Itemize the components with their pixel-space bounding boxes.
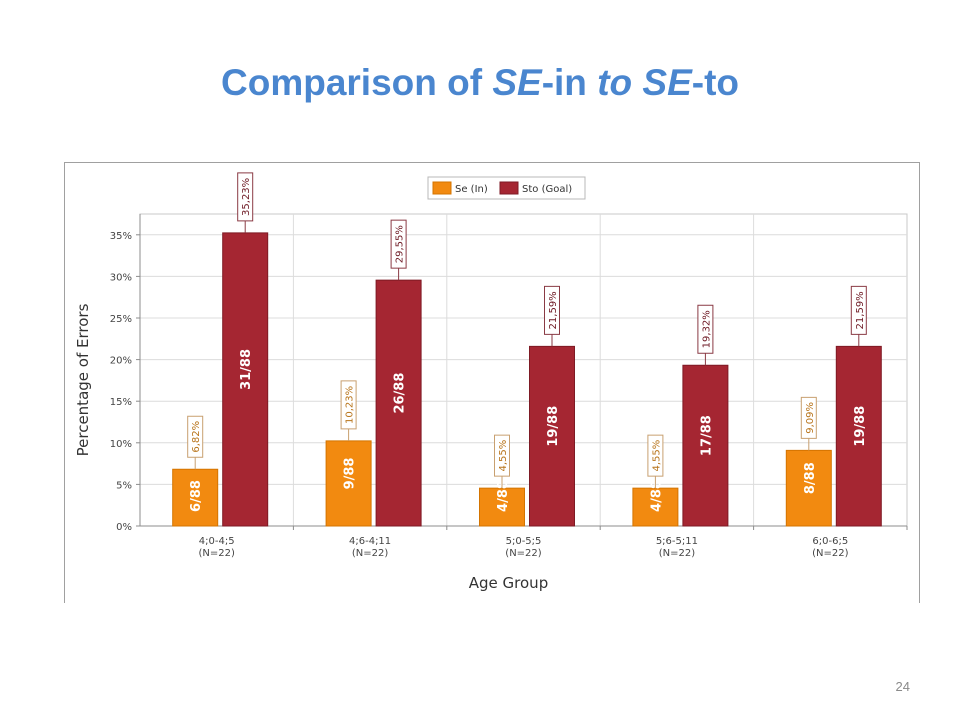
bar-count-label: 31/88 bbox=[239, 349, 254, 390]
value-label: 4,55% bbox=[498, 440, 509, 472]
bar-sto-goal bbox=[682, 364, 729, 527]
x-tick-sublabel: (N=22) bbox=[352, 548, 388, 559]
slide-title: Comparison of SE-in to SE-to bbox=[0, 62, 960, 104]
x-tick-label: 4;6-4;11 bbox=[349, 536, 391, 547]
value-callout-box bbox=[647, 434, 664, 477]
bar-count-label: 19/88 bbox=[853, 406, 868, 447]
bar-se-in bbox=[479, 487, 525, 527]
chart-frame: 0% 5% 10% 15% 20% 25% 30% 35% 4;0-4;5 (N=22) 6/88 6… bbox=[64, 162, 920, 603]
value-callout-box bbox=[800, 396, 817, 439]
y-axis-title: Percentage of Errors bbox=[74, 303, 92, 456]
title-part-1: Comparison of bbox=[221, 62, 493, 103]
value-label: 35,23% bbox=[241, 178, 252, 216]
x-tick-sublabel: (N=22) bbox=[812, 548, 848, 559]
title-part-3: -in bbox=[541, 62, 598, 103]
y-tick-label: 10% bbox=[110, 439, 132, 450]
y-tick-label: 5% bbox=[116, 480, 132, 491]
title-part-4: to SE bbox=[597, 62, 692, 103]
value-callout-box bbox=[494, 434, 510, 477]
value-callout-box bbox=[237, 172, 254, 222]
value-label: 9,09% bbox=[805, 402, 816, 434]
bar-count-label: 19/88 bbox=[546, 406, 561, 447]
value-callout-box bbox=[340, 380, 357, 430]
value-callout-box bbox=[390, 219, 407, 269]
x-tick-label: 5;0-5;5 bbox=[506, 536, 542, 547]
title-part-2: SE bbox=[492, 62, 542, 103]
y-tick-label: 20% bbox=[110, 356, 132, 367]
value-label: 21,59% bbox=[855, 291, 866, 329]
x-tick-sublabel: (N=22) bbox=[505, 548, 541, 559]
bar-sto-goal bbox=[222, 232, 269, 527]
bar-count-label: 4/88 bbox=[649, 480, 664, 512]
bar-count-label: 6/88 bbox=[189, 480, 204, 512]
bar-se-in bbox=[325, 440, 372, 527]
legend-swatch-se-in bbox=[432, 181, 452, 195]
slide-number: 24 bbox=[895, 679, 910, 694]
bar-sto-goal bbox=[529, 345, 575, 527]
value-label: 29,55% bbox=[395, 225, 406, 263]
value-callout-box bbox=[187, 415, 204, 458]
legend-label-sto-goal: Sto (Goal) bbox=[522, 184, 572, 195]
x-tick-label: 4;0-4;5 bbox=[199, 536, 235, 547]
y-tick-label: 25% bbox=[110, 314, 132, 325]
value-label: 4,55% bbox=[651, 440, 662, 472]
title-part-5: -to bbox=[691, 62, 739, 103]
value-callout-box bbox=[850, 285, 867, 335]
value-label: 21,59% bbox=[548, 291, 559, 329]
x-tick-label: 6;0-6;5 bbox=[812, 536, 848, 547]
y-tick-label: 0% bbox=[116, 522, 132, 533]
bar-sto-goal bbox=[375, 279, 422, 527]
bar-count-label: 4/88 bbox=[496, 480, 511, 512]
x-tick-sublabel: (N=22) bbox=[199, 548, 235, 559]
bar-count-label: 8/88 bbox=[803, 462, 818, 494]
legend-swatch-sto-goal bbox=[499, 181, 519, 195]
bar-count-label: 26/88 bbox=[393, 373, 408, 414]
value-label: 19,32% bbox=[701, 310, 712, 348]
value-label: 6,82% bbox=[191, 421, 202, 453]
bar-count-label: 9/88 bbox=[343, 457, 358, 489]
bar-se-in bbox=[785, 449, 832, 527]
y-tick-label: 35% bbox=[110, 231, 132, 242]
bar-se-in bbox=[172, 468, 219, 527]
x-tick-sublabel: (N=22) bbox=[659, 548, 695, 559]
x-axis-title: Age Group bbox=[469, 574, 548, 592]
value-callout-box bbox=[697, 304, 714, 354]
legend-label-se-in: Se (In) bbox=[455, 184, 488, 195]
value-callout-box bbox=[544, 285, 560, 335]
bar-count-label: 17/88 bbox=[699, 415, 714, 456]
bar-chart: 0%5%10%15%20%25%30%35%4;0-4;5(N=22)6/886… bbox=[74, 172, 908, 592]
y-tick-label: 15% bbox=[110, 397, 132, 408]
value-label: 10,23% bbox=[345, 386, 356, 424]
x-tick-label: 5;6-5;11 bbox=[656, 536, 698, 547]
y-tick-label: 30% bbox=[110, 272, 132, 283]
bar-sto-goal bbox=[835, 345, 882, 527]
